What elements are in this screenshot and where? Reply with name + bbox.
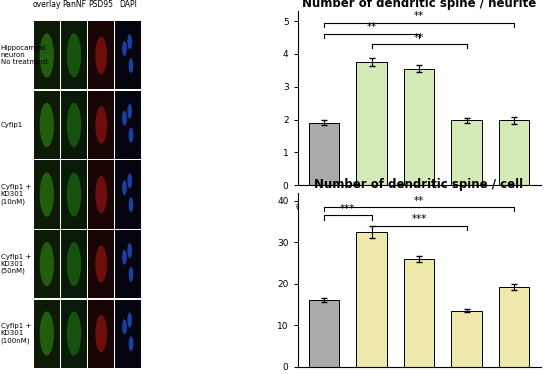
Ellipse shape bbox=[96, 106, 107, 144]
Ellipse shape bbox=[127, 34, 132, 49]
Bar bbox=[356, 232, 387, 367]
FancyBboxPatch shape bbox=[115, 160, 141, 229]
Text: 10: 10 bbox=[413, 217, 425, 226]
Text: **: ** bbox=[414, 196, 424, 206]
Title: Number of dendritic spine / neurite: Number of dendritic spine / neurite bbox=[302, 0, 536, 10]
FancyBboxPatch shape bbox=[88, 91, 114, 159]
Text: Cyfip1 +
KD301
(100nM): Cyfip1 + KD301 (100nM) bbox=[1, 324, 31, 344]
Text: **: ** bbox=[366, 22, 377, 32]
Ellipse shape bbox=[40, 33, 54, 77]
Bar bbox=[498, 287, 530, 367]
Text: Cyfip1: Cyfip1 bbox=[295, 203, 324, 212]
FancyBboxPatch shape bbox=[88, 300, 114, 368]
Ellipse shape bbox=[127, 243, 132, 258]
Ellipse shape bbox=[67, 312, 81, 356]
FancyBboxPatch shape bbox=[115, 21, 141, 89]
Text: 50: 50 bbox=[461, 217, 472, 226]
Text: Cyfip1: Cyfip1 bbox=[1, 122, 23, 128]
Ellipse shape bbox=[40, 103, 54, 147]
Ellipse shape bbox=[122, 111, 127, 126]
FancyBboxPatch shape bbox=[61, 21, 87, 89]
Ellipse shape bbox=[127, 313, 132, 328]
Text: KD301 (nM): KD301 (nM) bbox=[414, 241, 472, 251]
Text: PSD95: PSD95 bbox=[88, 0, 114, 9]
FancyBboxPatch shape bbox=[34, 300, 60, 368]
Text: 0: 0 bbox=[369, 217, 375, 226]
FancyBboxPatch shape bbox=[88, 21, 114, 89]
Text: +: + bbox=[511, 203, 518, 212]
Bar bbox=[308, 123, 340, 185]
Bar bbox=[403, 259, 435, 367]
Text: DAPI: DAPI bbox=[120, 0, 138, 9]
Ellipse shape bbox=[96, 245, 107, 283]
FancyBboxPatch shape bbox=[115, 230, 141, 298]
Ellipse shape bbox=[122, 180, 127, 195]
Text: overlay: overlay bbox=[33, 0, 61, 9]
FancyBboxPatch shape bbox=[88, 230, 114, 298]
Bar bbox=[403, 69, 435, 185]
Ellipse shape bbox=[67, 103, 81, 147]
Text: +: + bbox=[416, 203, 423, 212]
Text: -: - bbox=[323, 203, 325, 212]
Text: Cyfip1 +
KD301
(10nM): Cyfip1 + KD301 (10nM) bbox=[1, 184, 31, 205]
Text: +: + bbox=[368, 203, 375, 212]
Ellipse shape bbox=[122, 41, 127, 56]
Ellipse shape bbox=[127, 174, 132, 188]
Ellipse shape bbox=[67, 33, 81, 77]
Ellipse shape bbox=[129, 128, 133, 142]
Text: ***: *** bbox=[340, 204, 355, 214]
FancyBboxPatch shape bbox=[61, 91, 87, 159]
Bar bbox=[498, 120, 530, 185]
Ellipse shape bbox=[40, 172, 54, 217]
FancyBboxPatch shape bbox=[34, 230, 60, 298]
FancyBboxPatch shape bbox=[115, 91, 141, 159]
Ellipse shape bbox=[122, 250, 127, 265]
FancyBboxPatch shape bbox=[61, 300, 87, 368]
Ellipse shape bbox=[129, 197, 133, 212]
Ellipse shape bbox=[40, 312, 54, 356]
Text: PanNF: PanNF bbox=[62, 0, 86, 9]
Text: Cyfip1 +
KD301
(50nM): Cyfip1 + KD301 (50nM) bbox=[1, 254, 31, 274]
Bar bbox=[451, 311, 482, 367]
FancyBboxPatch shape bbox=[115, 300, 141, 368]
Bar bbox=[451, 120, 482, 185]
Ellipse shape bbox=[40, 242, 54, 286]
Ellipse shape bbox=[67, 242, 81, 286]
FancyBboxPatch shape bbox=[34, 160, 60, 229]
Ellipse shape bbox=[129, 267, 133, 282]
Bar bbox=[308, 300, 340, 367]
Ellipse shape bbox=[96, 37, 107, 74]
Bar bbox=[356, 62, 387, 185]
FancyBboxPatch shape bbox=[34, 21, 60, 89]
FancyBboxPatch shape bbox=[88, 160, 114, 229]
Text: **: ** bbox=[414, 11, 424, 21]
Title: Number of dendritic spine / cell: Number of dendritic spine / cell bbox=[314, 178, 524, 191]
Ellipse shape bbox=[96, 176, 107, 213]
Ellipse shape bbox=[96, 315, 107, 352]
FancyBboxPatch shape bbox=[61, 160, 87, 229]
FancyBboxPatch shape bbox=[34, 91, 60, 159]
Text: ***: *** bbox=[411, 214, 427, 224]
Ellipse shape bbox=[129, 336, 133, 351]
Ellipse shape bbox=[122, 319, 127, 334]
Text: Hippocampal
neuron
No treatment: Hippocampal neuron No treatment bbox=[1, 45, 48, 65]
Text: 100: 100 bbox=[506, 217, 523, 226]
Text: **: ** bbox=[414, 33, 424, 43]
Ellipse shape bbox=[127, 104, 132, 119]
Text: +: + bbox=[463, 203, 470, 212]
Ellipse shape bbox=[67, 172, 81, 217]
Ellipse shape bbox=[129, 58, 133, 73]
FancyBboxPatch shape bbox=[61, 230, 87, 298]
